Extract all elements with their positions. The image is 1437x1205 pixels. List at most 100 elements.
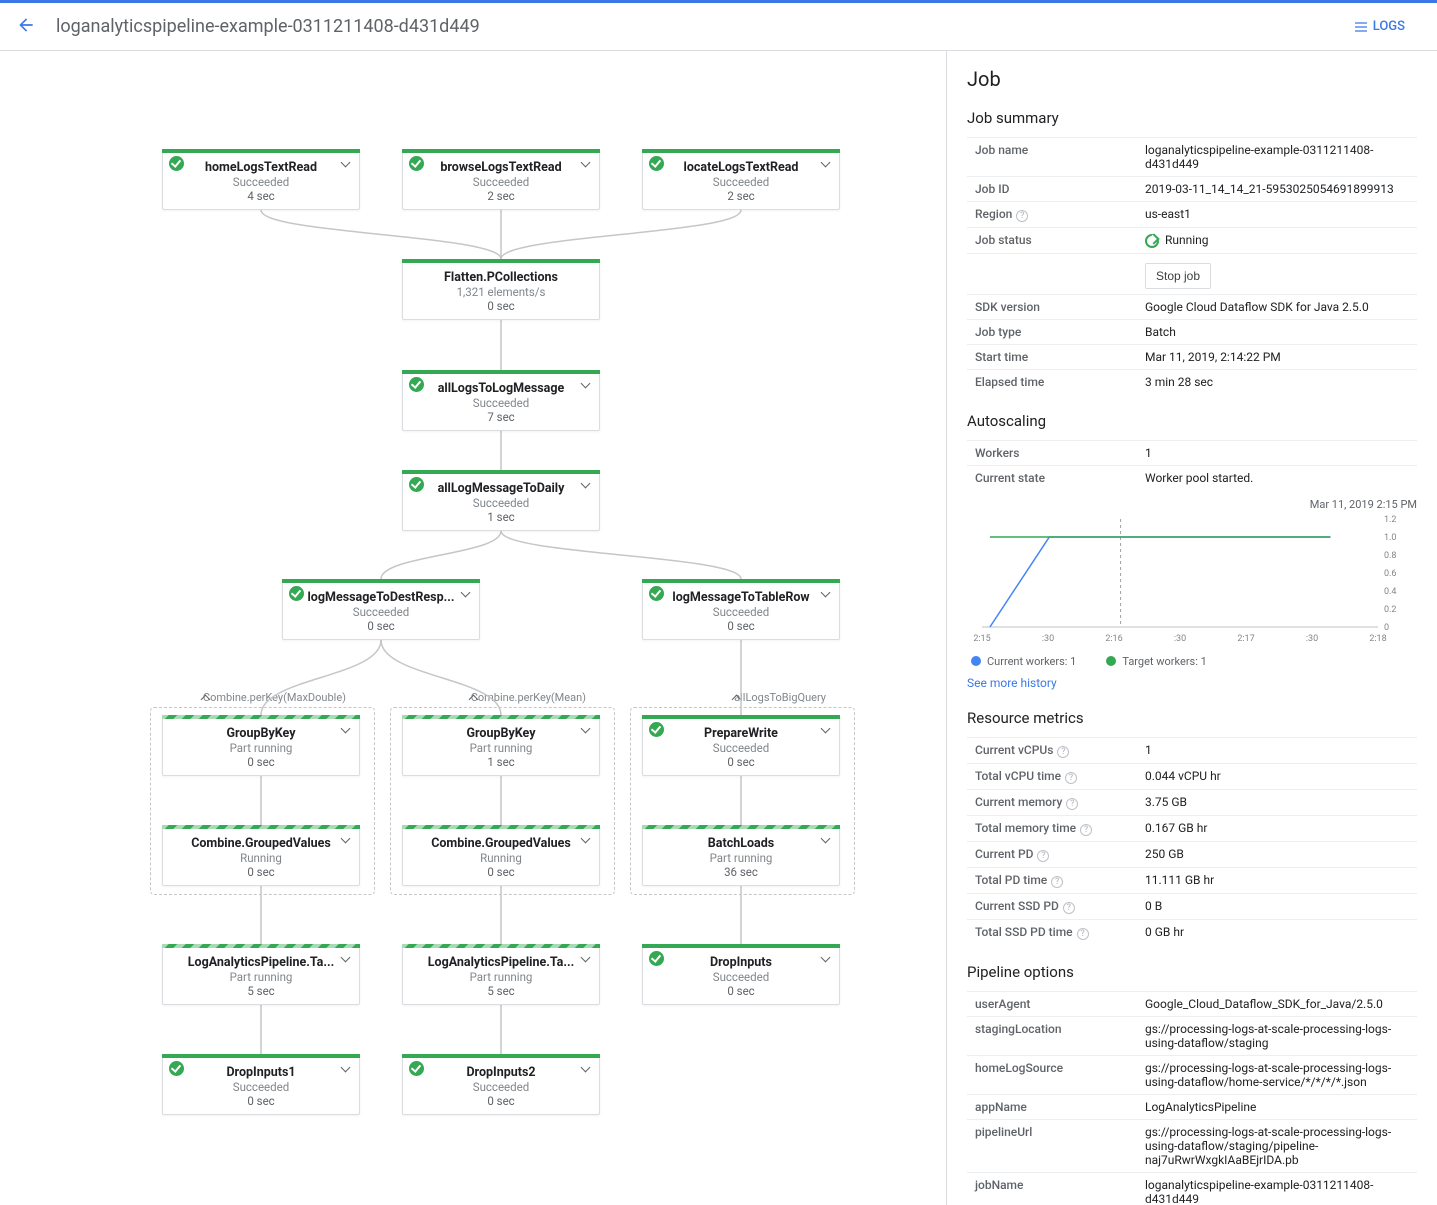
chevron-down-icon[interactable]: [339, 156, 353, 170]
pipeline-node[interactable]: locateLogsTextReadSucceeded2 sec: [642, 149, 840, 210]
node-time: 2 sec: [649, 189, 833, 203]
pipeline-node[interactable]: PrepareWriteSucceeded0 sec: [642, 715, 840, 776]
help-icon[interactable]: ?: [1066, 798, 1078, 810]
node-status: Succeeded: [169, 175, 353, 189]
node-title: allLogMessageToDaily: [409, 481, 593, 496]
pipeline-node[interactable]: homeLogsTextReadSucceeded4 sec: [162, 149, 360, 210]
back-arrow-icon[interactable]: [16, 15, 36, 39]
stop-job-button[interactable]: Stop job: [1145, 263, 1211, 289]
node-time: 0 sec: [649, 619, 833, 633]
node-time: 5 sec: [409, 984, 593, 998]
autoscaling-chart: Mar 11, 2019 2:15 PM 1.21.00.80.60.40.20…: [967, 498, 1417, 668]
chevron-down-icon[interactable]: [459, 586, 473, 600]
kv-value: gs://processing-logs-at-scale-processing…: [1137, 1119, 1417, 1172]
status-bar: [642, 944, 840, 948]
kv-value: 1: [1137, 440, 1417, 465]
help-icon[interactable]: ?: [1065, 772, 1077, 784]
pipeline-node[interactable]: Combine.GroupedValuesRunning0 sec: [402, 825, 600, 886]
chevron-down-icon[interactable]: [819, 832, 833, 846]
chevron-down-icon[interactable]: [819, 722, 833, 736]
pipeline-node[interactable]: LogAnalyticsPipeline.Ta...Part running5 …: [162, 944, 360, 1005]
svg-text:0.8: 0.8: [1384, 551, 1397, 561]
kv-row: Workers1: [967, 440, 1417, 465]
kv-key: stagingLocation: [967, 1016, 1137, 1055]
pipeline-node[interactable]: DropInputsSucceeded0 sec: [642, 944, 840, 1005]
chevron-down-icon[interactable]: [579, 377, 593, 391]
kv-key: Region?: [967, 202, 1137, 228]
running-icon: [1145, 234, 1159, 248]
chevron-down-icon[interactable]: [579, 1061, 593, 1075]
resources-table: Current vCPUs?1Total vCPU time?0.044 vCP…: [967, 737, 1417, 945]
help-icon[interactable]: ?: [1057, 746, 1069, 758]
legend-item: Target workers: 1: [1106, 655, 1206, 668]
kv-row: Current vCPUs?1: [967, 737, 1417, 763]
pipeline-node[interactable]: Flatten.PCollections1,321 elements/s0 se…: [402, 259, 600, 320]
help-icon[interactable]: ?: [1063, 902, 1075, 914]
kv-value: 250 GB: [1137, 841, 1417, 867]
node-time: 0 sec: [409, 865, 593, 879]
help-icon[interactable]: ?: [1080, 824, 1092, 836]
kv-value: 0.167 GB hr: [1137, 815, 1417, 841]
kv-value: 3.75 GB: [1137, 789, 1417, 815]
pipeline-node[interactable]: GroupByKeyPart running1 sec: [402, 715, 600, 776]
kv-row: jobNameloganalyticspipeline-example-0311…: [967, 1172, 1417, 1205]
kv-row: pipelineUrlgs://processing-logs-at-scale…: [967, 1119, 1417, 1172]
chevron-down-icon[interactable]: [339, 951, 353, 965]
node-title: logMessageToDestResp...: [289, 590, 473, 605]
svg-text:2:15: 2:15: [973, 634, 990, 644]
svg-text:0: 0: [1384, 623, 1389, 633]
svg-text:1.2: 1.2: [1384, 515, 1397, 525]
node-status: Part running: [649, 851, 833, 865]
chevron-down-icon[interactable]: [579, 951, 593, 965]
pipeline-node[interactable]: DropInputs2Succeeded0 sec: [402, 1054, 600, 1115]
kv-value: gs://processing-logs-at-scale-processing…: [1137, 1016, 1417, 1055]
chevron-down-icon[interactable]: [819, 586, 833, 600]
chevron-down-icon[interactable]: [579, 722, 593, 736]
help-icon[interactable]: ?: [1016, 210, 1028, 222]
chevron-down-icon[interactable]: [339, 722, 353, 736]
kv-value: 1: [1137, 737, 1417, 763]
pipeline-node[interactable]: Combine.GroupedValuesRunning0 sec: [162, 825, 360, 886]
pipeline-canvas[interactable]: Combine.perKey(MaxDouble)Combine.perKey(…: [0, 51, 947, 1205]
svg-text:0.2: 0.2: [1384, 605, 1397, 615]
kv-key: Job ID: [967, 177, 1137, 202]
kv-row: Current stateWorker pool started.: [967, 465, 1417, 490]
kv-key: Start time: [967, 344, 1137, 369]
node-time: 5 sec: [169, 984, 353, 998]
job-sidebar: Job Job summary Job nameloganalyticspipe…: [947, 51, 1437, 1205]
pipeline-node[interactable]: GroupByKeyPart running0 sec: [162, 715, 360, 776]
chevron-down-icon[interactable]: [579, 156, 593, 170]
node-title: logMessageToTableRow: [649, 590, 833, 605]
help-icon[interactable]: ?: [1077, 928, 1089, 940]
kv-row: stagingLocationgs://processing-logs-at-s…: [967, 1016, 1417, 1055]
pipeline-node[interactable]: BatchLoadsPart running36 sec: [642, 825, 840, 886]
svg-text:1.0: 1.0: [1384, 533, 1397, 543]
node-title: DropInputs2: [409, 1065, 593, 1080]
pipeline-node[interactable]: logMessageToTableRowSucceeded0 sec: [642, 579, 840, 640]
help-icon[interactable]: ?: [1037, 850, 1049, 862]
pipeline-node[interactable]: LogAnalyticsPipeline.Ta...Part running5 …: [402, 944, 600, 1005]
kv-value: Google_Cloud_Dataflow_SDK_for_Java/2.5.0: [1137, 991, 1417, 1016]
help-icon[interactable]: ?: [1051, 876, 1063, 888]
pipeline-node[interactable]: DropInputs1Succeeded0 sec: [162, 1054, 360, 1115]
chevron-down-icon[interactable]: [579, 477, 593, 491]
pipeline-node[interactable]: allLogsToLogMessageSucceeded7 sec: [402, 370, 600, 431]
node-status: Succeeded: [649, 605, 833, 619]
logs-link[interactable]: LOGS: [1353, 19, 1405, 35]
chevron-down-icon[interactable]: [819, 156, 833, 170]
svg-text::30: :30: [1174, 634, 1186, 644]
kv-row: Total vCPU time?0.044 vCPU hr: [967, 763, 1417, 789]
svg-text:0.4: 0.4: [1384, 587, 1397, 597]
node-time: 0 sec: [169, 865, 353, 879]
pipeline-node[interactable]: logMessageToDestResp...Succeeded0 sec: [282, 579, 480, 640]
see-more-history-link[interactable]: See more history: [967, 676, 1057, 690]
chevron-down-icon[interactable]: [339, 832, 353, 846]
status-bar: [402, 1054, 600, 1058]
chevron-down-icon[interactable]: [339, 1061, 353, 1075]
pipeline-node[interactable]: allLogMessageToDailySucceeded1 sec: [402, 470, 600, 531]
pipeline-node[interactable]: browseLogsTextReadSucceeded2 sec: [402, 149, 600, 210]
chevron-down-icon[interactable]: [579, 832, 593, 846]
node-title: BatchLoads: [649, 836, 833, 851]
chevron-down-icon[interactable]: [819, 951, 833, 965]
check-icon: [289, 586, 304, 601]
